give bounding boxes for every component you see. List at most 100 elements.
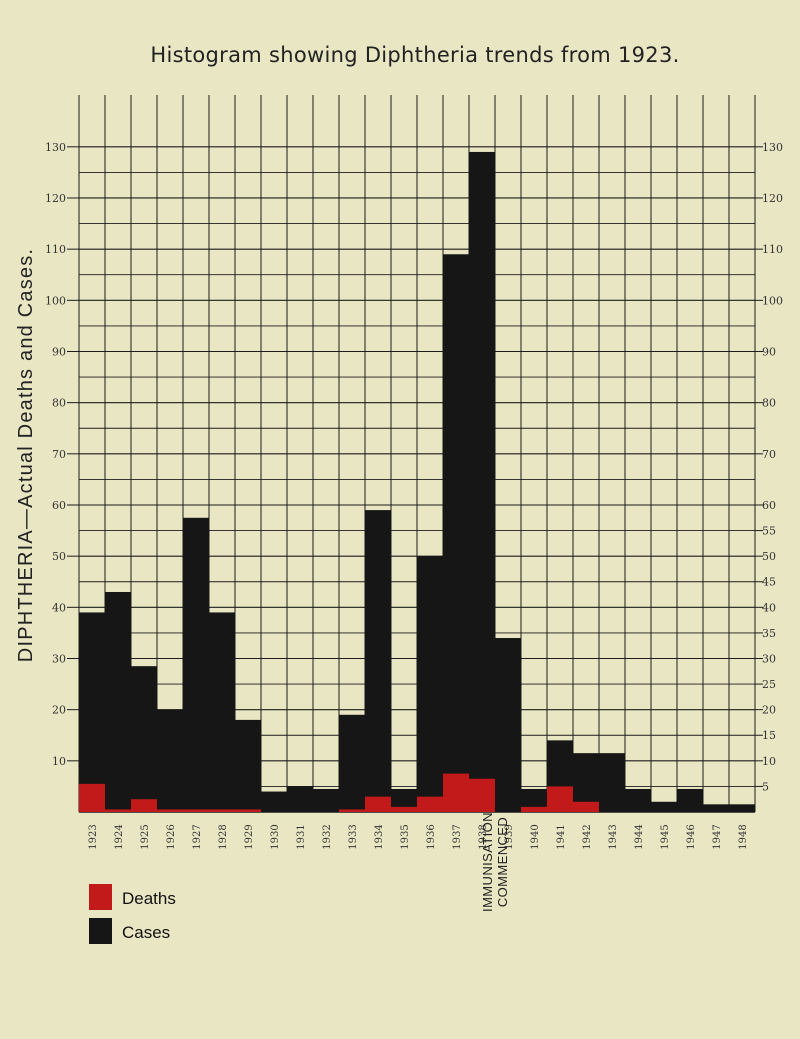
cases-bar-1927 [183,517,209,812]
cases-bar-1947 [703,804,729,812]
left-tick-label-70: 70 [52,448,66,461]
right-tick-label-5: 5 [762,780,769,793]
year-label-1930: 1930 [270,824,281,849]
year-label-1924: 1924 [114,824,125,849]
cases-bar-1923 [79,612,105,812]
year-label-1946: 1946 [686,824,697,849]
cases-bar-1933 [339,714,365,812]
right-tick-label-10: 10 [762,755,776,768]
cases-bar-1943 [599,753,625,812]
left-tick-label-10: 10 [52,755,66,768]
year-label-1947: 1947 [712,824,723,849]
cases-bar-1944 [625,788,651,812]
left-tick-label-130: 130 [45,141,66,154]
cases-bar-1946 [677,788,703,812]
right-tick-label-110: 110 [762,243,783,256]
right-tick-label-80: 80 [762,397,776,410]
cases-bar-1926 [157,709,183,812]
cases-bar-1930 [261,791,287,812]
cases-bar-1925 [131,666,157,812]
cases-bar-1935 [391,788,417,812]
right-tick-label-55: 55 [762,525,776,538]
left-tick-label-50: 50 [52,550,66,563]
year-label-1931: 1931 [296,824,307,849]
right-tick-label-45: 45 [762,576,776,589]
deaths-bar-1935 [391,806,417,812]
year-label-1939: 1939 [504,824,515,849]
grid [67,95,763,813]
right-tick-label-50: 50 [762,550,776,563]
deaths-bar-1933 [339,809,365,812]
deaths-bar-1928 [209,809,235,812]
right-tick-label-15: 15 [762,729,776,742]
cases-bar-1932 [313,788,339,812]
left-tick-label-120: 120 [45,192,66,205]
chart-title: Histogram showing Diphtheria trends from… [150,43,679,67]
deaths-bar-1936 [417,796,443,812]
bars [79,151,755,812]
legend: Deaths Cases [89,884,176,944]
right-tick-label-35: 35 [762,627,776,640]
legend-swatch-deaths [89,884,112,910]
right-tick-label-40: 40 [762,601,776,614]
cases-bar-1939 [495,638,521,812]
annotation-line-2: COMMENCED [495,817,510,907]
year-label-1925: 1925 [140,824,151,849]
deaths-bar-1934 [365,796,391,812]
right-tick-label-30: 30 [762,652,776,665]
deaths-bar-1941 [547,786,573,812]
cases-bar-1936 [417,556,443,812]
year-label-1927: 1927 [192,824,203,849]
immunisation-annotation: IMMUNISATION COMMENCED [480,812,510,912]
cases-bar-1931 [287,786,313,812]
cases-bar-1938 [469,151,495,812]
year-label-1923: 1923 [88,824,99,849]
axis-ticks: 10 20 30 40 50 60 70 80 90 100 110 120 130 5 10 15 20 25 3… [45,141,783,794]
legend-label-cases: Cases [122,923,170,942]
left-tick-label-30: 30 [52,652,66,665]
right-tick-label-20: 20 [762,704,776,717]
cases-bar-1934 [365,510,391,812]
deaths-bar-1926 [157,809,183,812]
left-tick-label-20: 20 [52,704,66,717]
year-label-1936: 1936 [426,824,437,849]
legend-swatch-cases [89,918,112,944]
year-label-1935: 1935 [400,824,411,849]
deaths-bar-1924 [105,809,131,812]
cases-bar-1940 [521,788,547,812]
deaths-bar-1938 [469,778,495,812]
left-tick-label-60: 60 [52,499,66,512]
year-label-1945: 1945 [660,824,671,849]
left-tick-label-40: 40 [52,601,66,614]
cases-bar-1945 [651,801,677,812]
left-tick-label-100: 100 [45,294,66,307]
cases-bar-1928 [209,612,235,812]
year-label-1932: 1932 [322,824,333,849]
right-tick-label-120: 120 [762,192,783,205]
year-label-1928: 1928 [218,824,229,849]
deaths-bar-1937 [443,773,469,812]
year-label-1938: 1938 [478,824,489,849]
year-label-1929: 1929 [244,824,255,849]
year-label-1934: 1934 [374,824,385,849]
year-label-1948: 1948 [738,824,749,849]
cases-bar-1924 [105,591,131,812]
deaths-bar-1942 [573,801,599,812]
deaths-bar-1925 [131,799,157,812]
year-label-1933: 1933 [348,824,359,849]
year-label-1944: 1944 [634,824,645,849]
year-label-1941: 1941 [556,824,567,849]
cases-bar-1948 [729,804,755,812]
deaths-bar-1940 [521,806,547,812]
right-tick-label-70: 70 [762,448,776,461]
right-tick-label-25: 25 [762,678,776,691]
year-labels: 1923 1924 1925 1926 1927 1928 1929 1930 1931 1932… [88,824,749,849]
annotation-line-1: IMMUNISATION [480,812,495,912]
side-label: DIPHTHERIA—Actual Deaths and Cases. [15,248,37,662]
right-tick-label-90: 90 [762,345,776,358]
right-tick-label-100: 100 [762,294,783,307]
year-label-1937: 1937 [452,824,463,849]
left-tick-label-110: 110 [45,243,66,256]
year-label-1942: 1942 [582,824,593,849]
